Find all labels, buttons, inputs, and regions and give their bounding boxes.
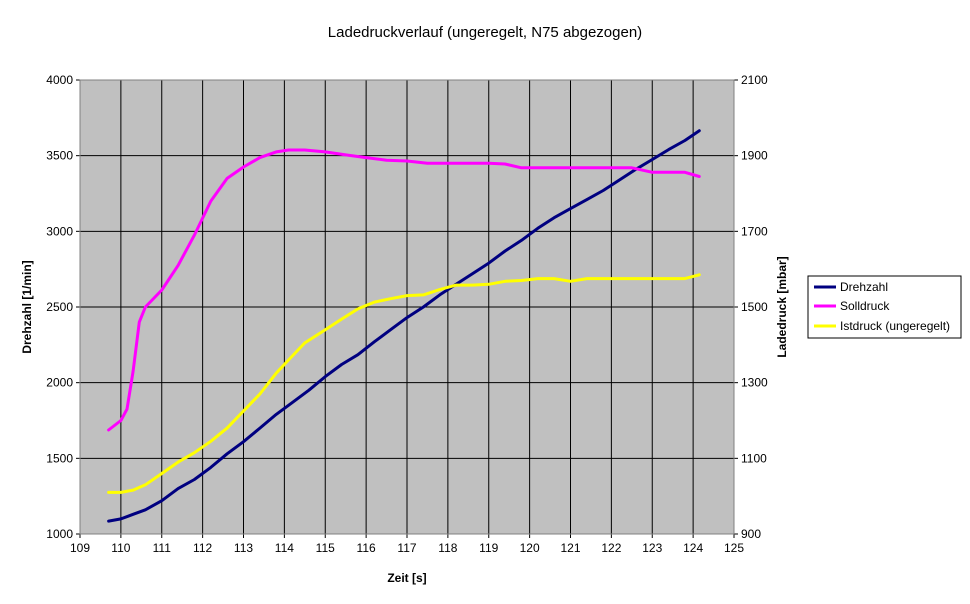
x-tick-label: 125 [724, 541, 744, 555]
legend-label-istdruck: Istdruck (ungeregelt) [840, 319, 950, 333]
y-right-tick-label: 1100 [741, 451, 767, 465]
x-tick-label: 112 [193, 541, 212, 555]
legend-label-drehzahl: Drehzahl [840, 280, 888, 294]
y-right-tick-label: 1900 [741, 149, 768, 163]
x-tick-label: 120 [520, 541, 540, 555]
y-right-axis-title: Ladedruck [mbar] [775, 256, 789, 357]
x-tick-labels: 109 110 111 112 113 114 115 116 117 118 119 120 121 1… [70, 541, 744, 555]
series-line-drehzahl [107, 129, 701, 523]
legend-label-solldruck: Solldruck [840, 299, 890, 313]
y-left-tick-label: 2500 [46, 300, 73, 314]
y-right-tick-labels: 900 1100 1300 1500 1700 1900 2100 [741, 73, 768, 541]
y-left-tick-labels: 1000 1500 2000 2500 3000 3500 4000 [46, 73, 73, 541]
plot-border [79, 79, 735, 535]
x-tick-label: 109 [70, 541, 90, 555]
x-tick-label: 111 [153, 541, 172, 555]
x-tick-label: 123 [642, 541, 662, 555]
y-left-tick-label: 3500 [46, 149, 73, 163]
y-left-tick-label: 1500 [46, 451, 73, 465]
x-tick-label: 114 [275, 541, 294, 555]
y-left-tick-label: 3000 [46, 224, 73, 238]
y-right-tick-label: 2100 [741, 73, 768, 87]
x-tick-label: 115 [316, 541, 335, 555]
x-tick-label: 110 [111, 541, 130, 555]
y-left-axis-title: Drehzahl [1/min] [20, 260, 34, 353]
y-left-tick-label: 2000 [46, 376, 73, 390]
y-right-tick-label: 900 [741, 527, 761, 541]
y-left-tick-label: 1000 [46, 527, 73, 541]
x-axis-title: Zeit [s] [387, 571, 426, 585]
x-tick-label: 117 [397, 541, 416, 555]
series-line-istdruck [107, 273, 701, 494]
y-left-tick-label: 4000 [46, 73, 73, 87]
series-line-solldruck [107, 148, 701, 432]
x-tick-label: 121 [560, 541, 580, 555]
x-tick-label: 119 [479, 541, 498, 555]
legend: Drehzahl Solldruck Istdruck (ungeregelt) [807, 275, 962, 339]
x-tick-label: 118 [438, 541, 457, 555]
x-tick-label: 116 [357, 541, 376, 555]
x-tick-label: 124 [683, 541, 703, 555]
x-tick-label: 122 [601, 541, 621, 555]
series-lines [107, 129, 701, 523]
y-right-tick-label: 1500 [741, 300, 768, 314]
y-right-tick-label: 1700 [741, 224, 768, 238]
chart-title: Ladedruckverlauf (ungeregelt, N75 abgezo… [328, 24, 642, 41]
x-tick-label: 113 [234, 541, 253, 555]
y-right-tick-label: 1300 [741, 376, 768, 390]
